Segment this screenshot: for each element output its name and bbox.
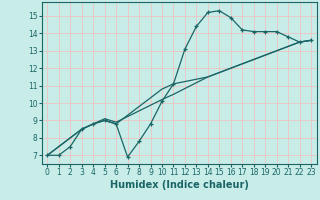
X-axis label: Humidex (Indice chaleur): Humidex (Indice chaleur) xyxy=(110,180,249,190)
